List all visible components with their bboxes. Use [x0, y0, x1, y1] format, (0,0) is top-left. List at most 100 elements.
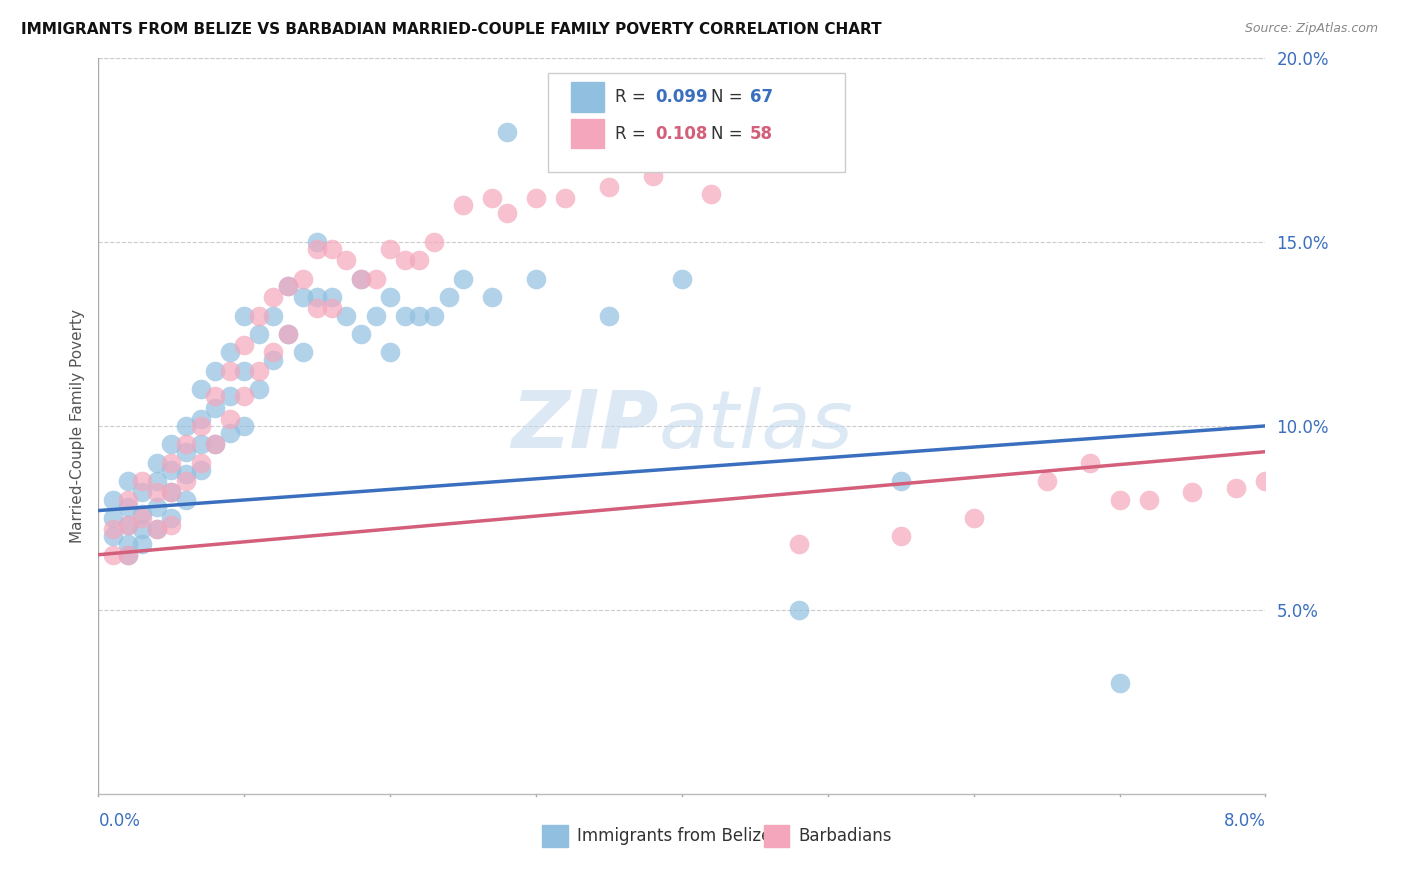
Point — [671, 271, 693, 285]
Point — [117, 548, 139, 562]
Point — [321, 242, 343, 257]
Bar — [571, 82, 603, 112]
Point — [380, 242, 402, 257]
Text: 58: 58 — [749, 125, 772, 143]
Point — [218, 426, 240, 441]
Point — [277, 279, 299, 293]
Point — [190, 437, 212, 451]
Y-axis label: Married-Couple Family Poverty: Married-Couple Family Poverty — [69, 309, 84, 543]
Point — [117, 500, 139, 514]
Point — [101, 492, 124, 507]
Point — [117, 518, 139, 533]
Point — [394, 253, 416, 268]
Point — [190, 382, 212, 396]
Point — [247, 309, 270, 323]
Point — [1181, 485, 1204, 500]
Point — [218, 364, 240, 378]
Point — [524, 191, 547, 205]
Point — [174, 444, 197, 458]
Point — [437, 290, 460, 304]
Text: Immigrants from Belize: Immigrants from Belize — [576, 827, 772, 845]
Point — [131, 474, 153, 488]
Point — [1108, 676, 1130, 690]
Point — [1254, 474, 1277, 488]
Point — [277, 279, 299, 293]
Point — [408, 253, 430, 268]
Point — [160, 518, 183, 533]
Point — [291, 345, 314, 359]
Point — [307, 242, 329, 257]
Point — [262, 345, 284, 359]
Point — [350, 271, 373, 285]
Point — [218, 389, 240, 403]
Point — [146, 485, 169, 500]
Point — [204, 389, 226, 403]
Point — [321, 290, 343, 304]
Point — [291, 271, 314, 285]
Text: R =: R = — [616, 88, 651, 106]
Point — [160, 485, 183, 500]
Point — [146, 474, 169, 488]
Point — [1080, 456, 1102, 470]
Point — [131, 536, 153, 550]
Point — [233, 418, 256, 433]
Point — [174, 474, 197, 488]
Point — [233, 364, 256, 378]
Point — [146, 522, 169, 536]
Point — [160, 456, 183, 470]
Point — [307, 290, 329, 304]
Point — [233, 338, 256, 352]
Text: ZIP: ZIP — [512, 387, 658, 465]
Point — [1137, 492, 1160, 507]
Point — [598, 179, 620, 194]
Point — [117, 474, 139, 488]
Point — [481, 290, 503, 304]
Bar — [763, 825, 789, 847]
Point — [117, 548, 139, 562]
Point — [423, 235, 446, 249]
Point — [451, 198, 474, 212]
Point — [277, 326, 299, 341]
Point — [160, 463, 183, 477]
Point — [641, 169, 664, 183]
Point — [117, 492, 139, 507]
Point — [101, 548, 124, 562]
Text: R =: R = — [616, 125, 651, 143]
Point — [451, 271, 474, 285]
Point — [190, 411, 212, 425]
Point — [335, 309, 357, 323]
Point — [335, 253, 357, 268]
Bar — [541, 825, 568, 847]
Point — [350, 271, 373, 285]
Point — [321, 301, 343, 315]
Point — [190, 456, 212, 470]
Text: 0.0%: 0.0% — [98, 813, 141, 830]
FancyBboxPatch shape — [548, 72, 845, 172]
Point — [524, 271, 547, 285]
Point — [160, 511, 183, 525]
Text: 0.108: 0.108 — [655, 125, 707, 143]
Point — [131, 522, 153, 536]
Point — [262, 352, 284, 367]
Point — [364, 271, 387, 285]
Point — [190, 418, 212, 433]
Point — [117, 518, 139, 533]
Point — [233, 309, 256, 323]
Text: 0.099: 0.099 — [655, 88, 707, 106]
Point — [131, 511, 153, 525]
Point — [598, 309, 620, 323]
Point — [247, 364, 270, 378]
Point — [394, 309, 416, 323]
Point — [554, 191, 576, 205]
Point — [146, 522, 169, 536]
Point — [262, 309, 284, 323]
Point — [160, 437, 183, 451]
Point — [364, 309, 387, 323]
Point — [380, 290, 402, 304]
Point — [496, 205, 519, 219]
Point — [423, 309, 446, 323]
Point — [233, 389, 256, 403]
Point — [204, 437, 226, 451]
Point — [1225, 482, 1247, 496]
Point — [101, 522, 124, 536]
